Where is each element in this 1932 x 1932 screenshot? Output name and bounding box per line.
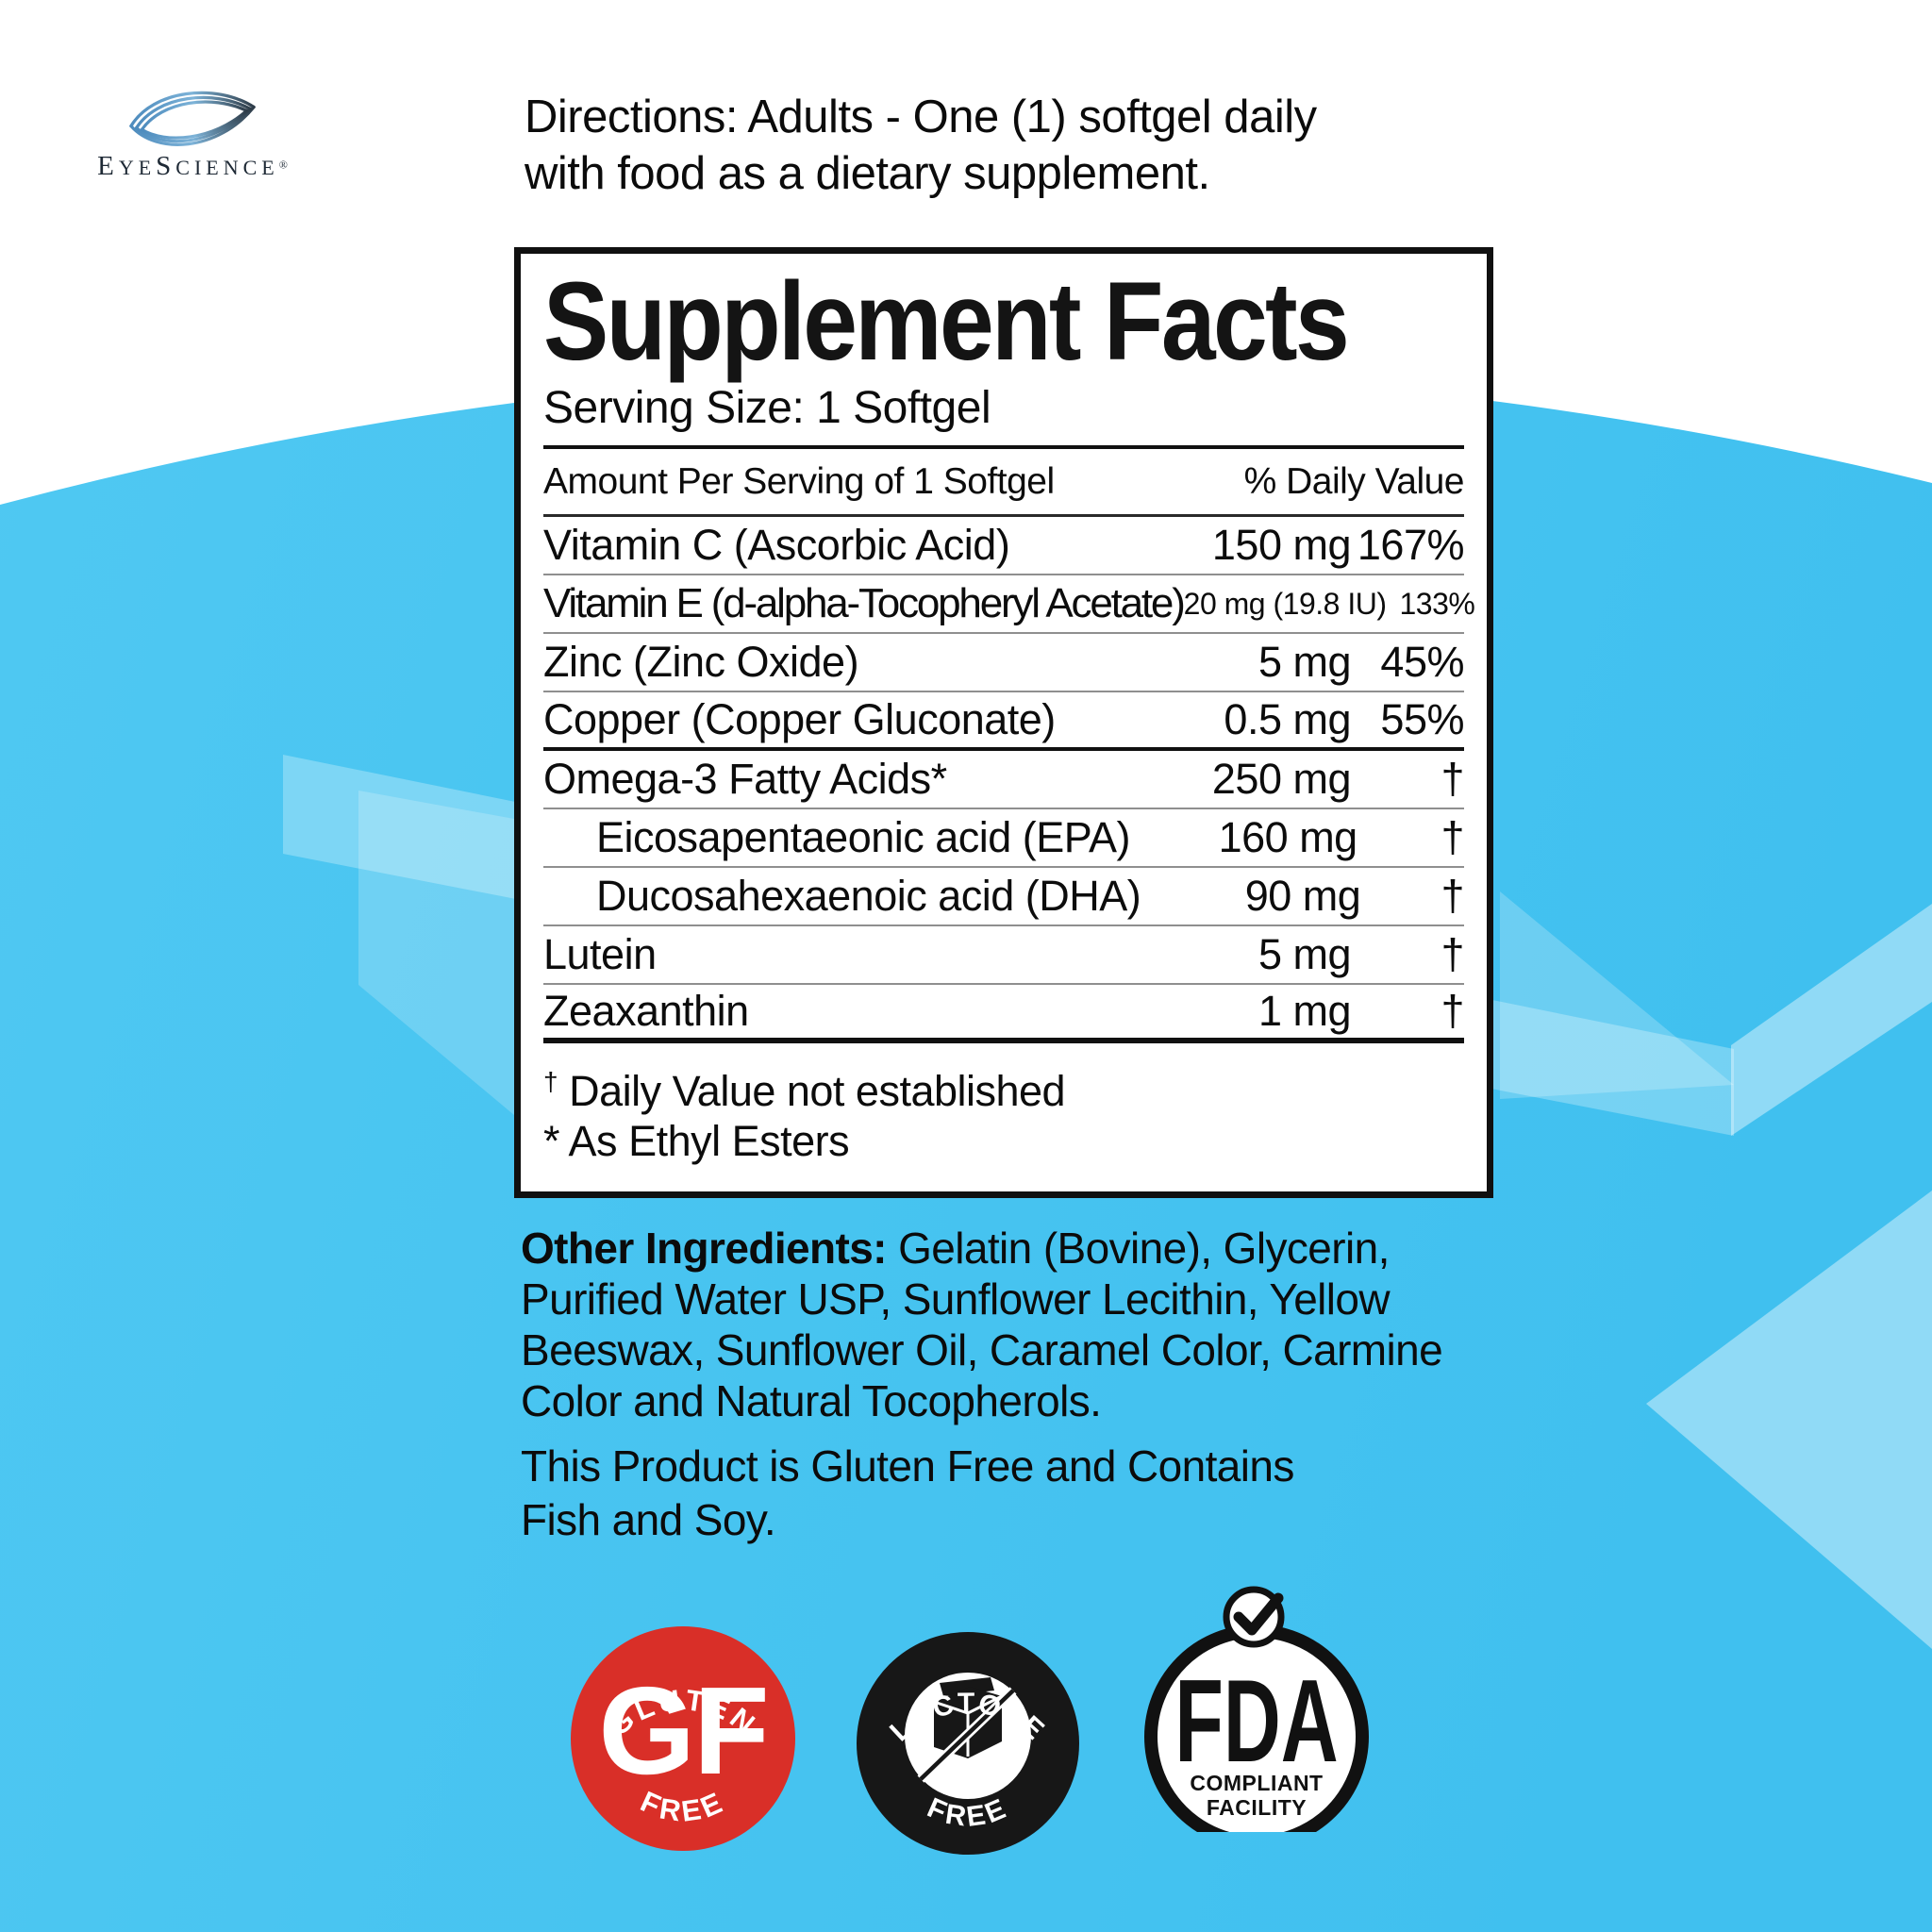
supplement-row: Vitamin E (d-alpha-Tocopheryl Acetate) 2…: [543, 575, 1475, 635]
brand-letters: CIENCE: [175, 156, 279, 179]
supplement-facts-panel: Supplement Facts Serving Size: 1 Softgel…: [514, 247, 1493, 1198]
panel-title: Supplement Facts: [543, 259, 1350, 384]
fda-facility-text: FACILITY: [1207, 1795, 1307, 1820]
nutrient-daily-value: †: [1441, 813, 1464, 862]
supplement-facts-table: Vitamin C (Ascorbic Acid) 150 mg 167% Vi…: [543, 517, 1475, 1044]
allergen-line1: This Product is Gluten Free and Contains: [521, 1441, 1294, 1491]
nutrient-amount: 20 mg (19.8 IU): [1183, 586, 1387, 621]
nutrient-amount: 0.5 mg: [1224, 695, 1351, 744]
lactose-free-badge: LACTOSE FREE: [857, 1632, 1079, 1855]
nutrient-name: Eicosapentaeonic acid (EPA): [596, 813, 1131, 862]
nutrient-name: Copper (Copper Gluconate): [543, 695, 1056, 744]
column-header-dv: % Daily Value: [1243, 460, 1465, 502]
supplement-row: Copper (Copper Gluconate) 0.5 mg 55%: [543, 692, 1465, 752]
nutrient-daily-value: †: [1441, 930, 1464, 979]
brand-letter: E: [97, 151, 119, 181]
nutrient-name: Vitamin E (d-alpha-Tocopheryl Acetate): [543, 580, 1186, 627]
table-header: Amount Per Serving of 1 Softgel % Daily …: [543, 449, 1465, 518]
nutrient-name: Zeaxanthin: [543, 987, 749, 1036]
check-icon: [1223, 1586, 1285, 1648]
light-sheen-box-right: [1500, 891, 1734, 1099]
nutrient-name: Omega-3 Fatty Acids*: [543, 755, 947, 804]
nutrient-name: Vitamin C (Ascorbic Acid): [543, 521, 1010, 570]
other-ingredients-line3: Beeswax, Sunflower Oil, Caramel Color, C…: [521, 1325, 1443, 1374]
other-ingredients-line1-rest: Gelatin (Bovine), Glycerin,: [886, 1224, 1390, 1273]
registered-mark: ®: [278, 158, 288, 172]
nutrient-daily-value: †: [1441, 872, 1464, 921]
light-ribbon-arm-right: [1731, 904, 1932, 1136]
milk-carton-icon: [917, 1677, 1017, 1783]
nutrient-amount: 5 mg: [1257, 638, 1352, 687]
supplement-row: Ducosahexaenoic acid (DHA) 90 mg †: [543, 868, 1464, 927]
directions-line2: with food as a dietary supplement.: [525, 148, 1210, 199]
brand-letters: YE: [118, 156, 157, 179]
nutrient-amount: 5 mg: [1257, 930, 1352, 979]
nutrient-daily-value: 133%: [1399, 586, 1475, 621]
nutrient-daily-value: 55%: [1380, 695, 1464, 744]
column-header-amount: Amount Per Serving of 1 Softgel: [543, 460, 1055, 502]
supplement-row: Vitamin C (Ascorbic Acid) 150 mg 167%: [543, 517, 1465, 576]
nutrient-amount: 90 mg: [1244, 872, 1361, 921]
nutrient-amount: 1 mg: [1257, 987, 1352, 1036]
fda-text: FDA: [1174, 1657, 1338, 1787]
other-ingredients-text: Other Ingredients: Gelatin (Bovine), Gly…: [521, 1223, 1492, 1426]
other-ingredients-line4: Color and Natural Tocopherols.: [521, 1376, 1102, 1425]
eye-icon: [129, 91, 256, 146]
fda-badge: FDA COMPLIANT FACILITY: [1144, 1586, 1369, 1832]
brand-letter: S: [156, 151, 176, 181]
allergen-line2: Fish and Soy.: [521, 1495, 776, 1544]
supplement-row: Zinc (Zinc Oxide) 5 mg 45%: [543, 634, 1465, 693]
nutrient-name: Lutein: [543, 930, 657, 979]
supplement-row: Eicosapentaeonic acid (EPA) 160 mg †: [543, 809, 1465, 869]
other-ingredients-line1: Other Ingredients: Gelatin (Bovine), Gly…: [521, 1223, 1492, 1274]
serving-size: Serving Size: 1 Softgel: [543, 383, 991, 434]
nutrient-amount: 150 mg: [1211, 521, 1352, 570]
nutrient-daily-value: †: [1441, 755, 1464, 804]
gluten-free-badge: GLUTEN GF FREE: [571, 1626, 795, 1851]
light-sheen-left: [358, 791, 514, 1115]
brand-name: EYESCIENCE®: [81, 151, 304, 182]
gluten-free-circle: [571, 1626, 795, 1851]
nutrient-amount: 160 mg: [1218, 813, 1358, 862]
other-ingredients-label: Other Ingredients:: [521, 1224, 888, 1273]
footnote-star-text: As Ethyl Esters: [568, 1117, 850, 1166]
directions-line1: Directions: Adults - One (1) softgel dai…: [525, 92, 1317, 142]
nutrient-daily-value: 45%: [1380, 638, 1464, 687]
nutrient-amount: 250 mg: [1211, 755, 1352, 804]
footnotes: † Daily Value not established * As Ethyl…: [543, 1057, 1464, 1166]
nutrient-daily-value: †: [1441, 987, 1464, 1036]
nutrient-name: Zinc (Zinc Oxide): [543, 638, 859, 687]
footnote-dagger-text: Daily Value not established: [569, 1067, 1066, 1116]
gf-initials: GF: [598, 1661, 767, 1800]
supplement-row: Lutein 5 mg †: [543, 926, 1465, 986]
supplement-row: Zeaxanthin 1 mg †: [543, 985, 1465, 1044]
divider-heavy: [543, 445, 1464, 450]
footnote-star: * As Ethyl Esters: [543, 1116, 1464, 1166]
other-ingredients-line2: Purified Water USP, Sunflower Lecithin, …: [521, 1274, 1391, 1324]
directions-text: Directions: Adults - One (1) softgel dai…: [525, 89, 1524, 202]
fda-compliant-text: COMPLIANT: [1190, 1771, 1323, 1795]
footnote-dagger: † Daily Value not established: [543, 1057, 1464, 1116]
allergen-statement: This Product is Gluten Free and Contains…: [521, 1440, 1492, 1547]
star-symbol: *: [543, 1117, 560, 1166]
light-chevron-right: [1646, 1191, 1932, 1649]
dagger-symbol: †: [543, 1067, 558, 1097]
nutrient-name: Ducosahexaenoic acid (DHA): [596, 872, 1141, 921]
supplement-row: Omega-3 Fatty Acids* 250 mg †: [543, 751, 1465, 810]
brand-logo: EYESCIENCE®: [81, 81, 304, 182]
nutrient-daily-value: 167%: [1357, 521, 1465, 570]
